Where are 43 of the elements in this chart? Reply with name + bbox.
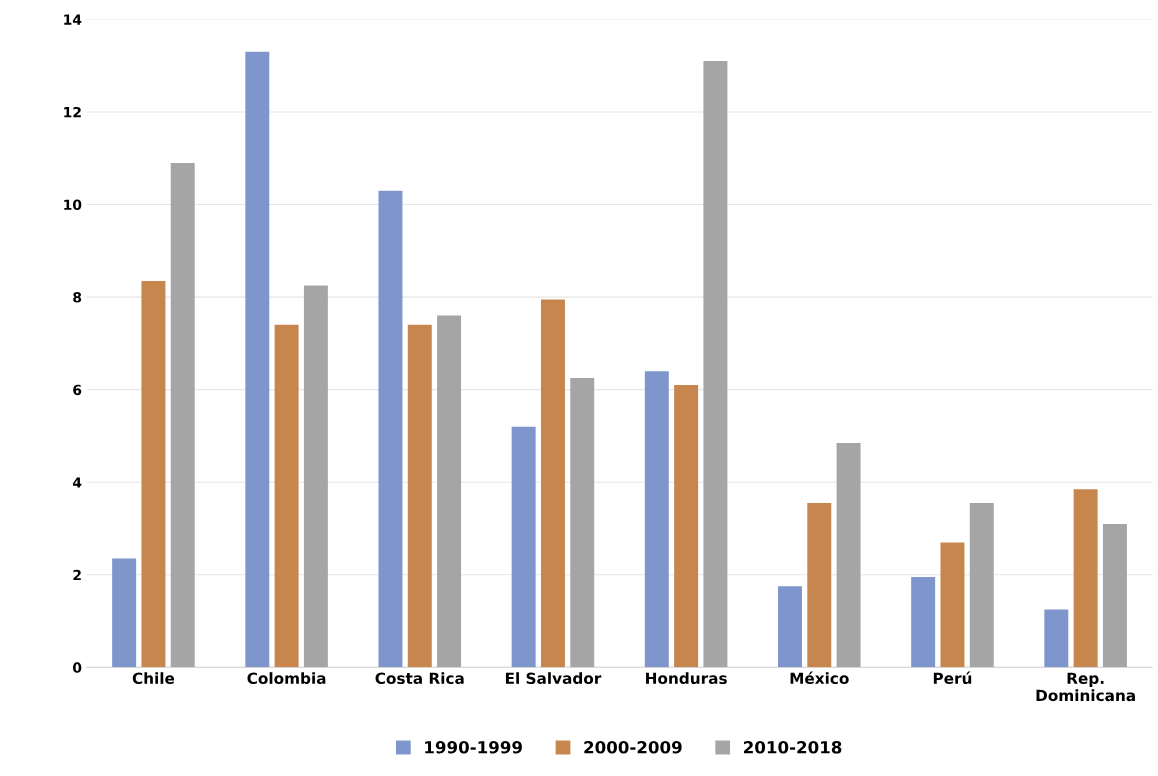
x-tick-label: El Salvador [505,672,602,685]
bar [570,378,595,668]
bar [644,371,669,668]
bar [274,324,299,668]
bar [940,542,965,668]
y-tick-label: 2 [73,569,81,581]
y-tick-label: 0 [72,662,82,673]
bar [112,558,137,668]
bar [407,324,432,668]
y-tick-label: 12 [64,106,81,118]
x-tick-label: Costa Rica [375,672,464,685]
bar [836,442,861,668]
bar [703,61,728,668]
bar [170,162,195,668]
x-tick-label: Perú [933,671,972,685]
x-tick-label: Honduras [646,672,727,685]
bar [511,426,536,668]
x-tick-label: Rep. Dominicana [1036,672,1135,702]
y-tick-label: 4 [72,477,82,488]
bar [1102,523,1127,668]
bar [911,577,936,668]
bar [674,385,699,668]
bar [1073,489,1098,668]
bar [540,299,565,668]
bar [141,280,166,668]
bar [378,190,403,668]
y-tick-label: 10 [64,199,82,211]
legend-label: 2000-2009 [584,740,682,754]
bar [303,285,328,668]
y-tick-label: 8 [73,292,82,303]
bar [245,51,270,668]
bar [969,503,994,668]
x-tick-label: Colombia [247,672,326,685]
bar [778,586,802,668]
x-tick-label: Chile [132,672,175,685]
y-tick-label: 6 [73,384,82,396]
y-tick-label: 14 [64,14,82,25]
bar [807,503,832,668]
x-tick-label: México [790,671,849,685]
bar [437,315,462,668]
legend-label: 1990-1999 [425,740,522,754]
legend-label: 2010-2018 [744,740,842,754]
bar [1044,609,1069,668]
